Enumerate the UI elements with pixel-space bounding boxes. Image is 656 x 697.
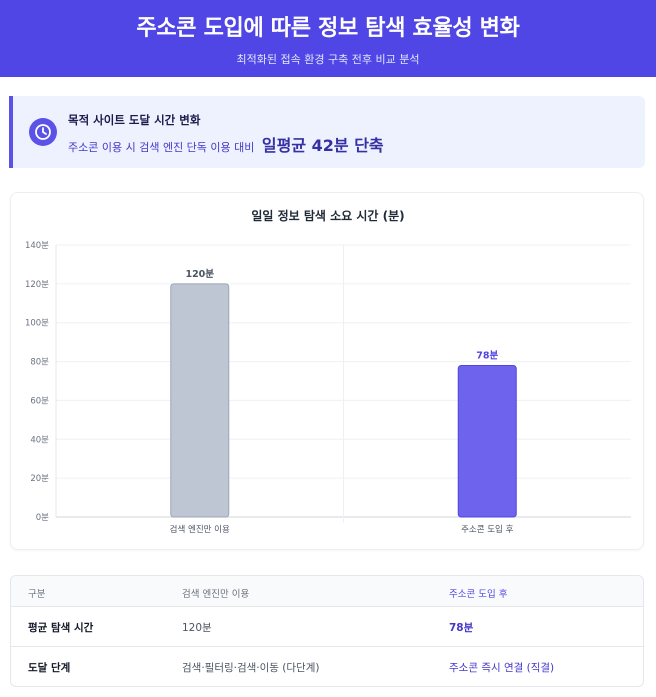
callout-description: 주소콘 이용 시 검색 엔진 단독 이용 대비 일평균 42분 단축 — [68, 132, 384, 156]
chart-card: 일일 정보 탐색 소요 시간 (분) 0분 20분 40분 60분 80분 100분 120분… — [10, 192, 644, 550]
table-header-row: 구분 검색 엔진만 이용 주소콘 도입 후 — [11, 576, 643, 607]
table-cell: 주소콘 즉시 연결 (직결) — [449, 662, 555, 674]
clock-icon — [29, 118, 57, 146]
table-row: 도달 단계 검색·필터링·검색·이동 (다단계) 주소콘 즉시 연결 (직결) — [11, 647, 643, 686]
x-tick-label: 검색 엔진만 이용 — [170, 524, 230, 535]
bar — [170, 283, 230, 518]
table-cell: 120분 — [182, 622, 212, 634]
table-cell: 평균 탐색 시간 — [28, 622, 94, 634]
y-tick-label: 40분 — [30, 435, 49, 445]
y-tick-label: 0분 — [36, 513, 49, 523]
y-tick-label: 100분 — [25, 319, 49, 329]
page-header: 주소콘 도입에 따른 정보 탐색 효율성 변화 최적화된 접속 환경 구축 전후… — [0, 0, 656, 77]
table-cell: 검색·필터링·검색·이동 (다단계) — [182, 662, 320, 674]
table-cell: 78분 — [449, 622, 474, 634]
bar-value-label: 78분 — [476, 350, 498, 361]
x-tick-label: 주소콘 도입 후 — [461, 525, 514, 535]
y-tick-label: 120분 — [25, 280, 49, 290]
summary-callout: 목적 사이트 도달 시간 변화 주소콘 이용 시 검색 엔진 단독 이용 대비 … — [9, 96, 645, 168]
table-header-cell: 검색 엔진만 이용 — [182, 589, 250, 600]
comparison-table: 구분 검색 엔진만 이용 주소콘 도입 후 평균 탐색 시간 120분 78분 … — [10, 575, 644, 687]
table-cell: 도달 단계 — [28, 662, 71, 674]
bar-value-label: 120분 — [185, 269, 214, 280]
y-tick-label: 60분 — [30, 396, 49, 406]
bar-chart: 일일 정보 탐색 소요 시간 (분) 0분 20분 40분 60분 80분 100분 120분… — [25, 208, 631, 535]
y-tick-label: 80분 — [30, 358, 49, 368]
callout-title: 목적 사이트 도달 시간 변화 — [68, 113, 201, 127]
y-tick-label: 140분 — [25, 241, 49, 251]
page-title: 주소콘 도입에 따른 정보 탐색 효율성 변화 — [136, 16, 520, 41]
callout-highlight: 일평균 42분 단축 — [261, 136, 384, 155]
callout-description-text: 주소콘 이용 시 검색 엔진 단독 이용 대비 — [68, 141, 255, 154]
table-header-cell: 주소콘 도입 후 — [449, 589, 508, 600]
table-row: 평균 탐색 시간 120분 78분 — [11, 607, 643, 647]
chart-title: 일일 정보 탐색 소요 시간 (분) — [251, 208, 404, 223]
y-tick-label: 20분 — [30, 474, 49, 484]
page-subtitle: 최적화된 접속 환경 구축 전후 비교 분석 — [236, 53, 420, 66]
table-header-cell: 구분 — [28, 589, 46, 600]
bar — [457, 364, 517, 518]
